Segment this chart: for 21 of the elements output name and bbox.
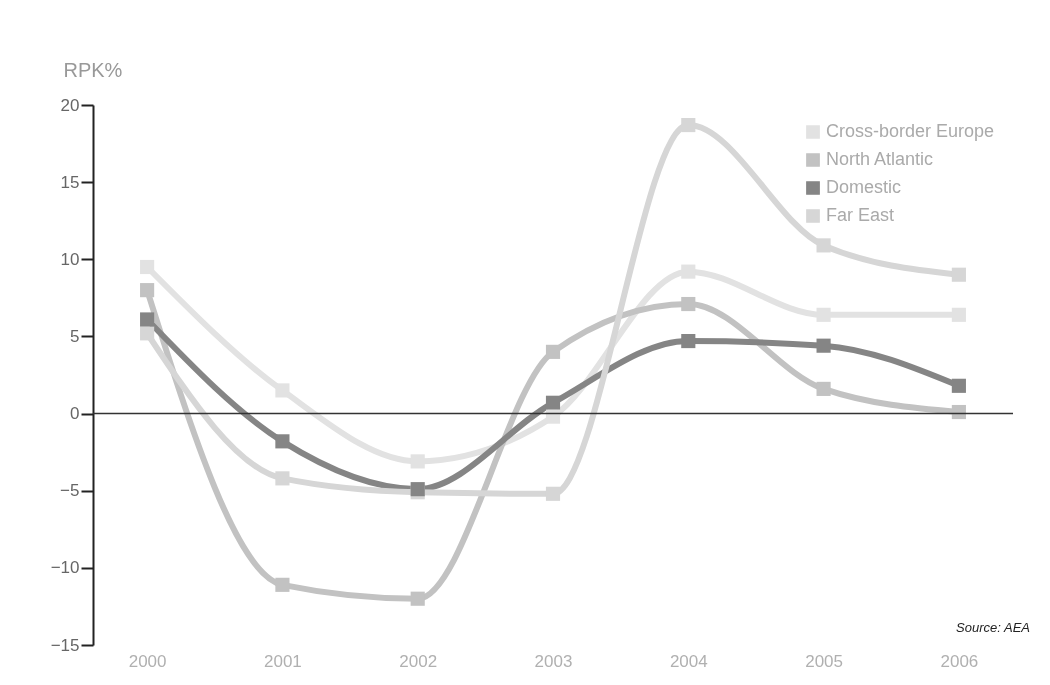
- y-tick-label: 20: [60, 95, 80, 115]
- legend-label: Far East: [826, 205, 895, 225]
- x-tick-label: 2006: [940, 651, 979, 671]
- x-tick-label: 2000: [128, 651, 167, 671]
- x-tick-label: 2005: [805, 651, 843, 671]
- x-tick-label: 2003: [534, 651, 573, 671]
- x-tick-label: 2001: [264, 651, 302, 671]
- y-tick-label: 0: [70, 404, 80, 424]
- y-tick-label: −10: [50, 558, 80, 578]
- y-tick-label: −5: [60, 481, 80, 501]
- x-tick-label: 2004: [669, 651, 708, 671]
- legend-label: Domestic: [826, 177, 902, 197]
- y-tick-label: 15: [60, 172, 80, 192]
- y-tick-label: 10: [60, 249, 80, 269]
- legend-label: North Atlantic: [826, 149, 934, 169]
- y-tick-label: 5: [70, 326, 80, 346]
- x-tick-label: 2002: [399, 651, 438, 671]
- y-tick-label: −15: [50, 635, 80, 655]
- y-axis-title: RPK%: [63, 58, 123, 81]
- legend-label: Cross-border Europe: [826, 121, 995, 141]
- annotation: Source: AEA: [956, 620, 1030, 635]
